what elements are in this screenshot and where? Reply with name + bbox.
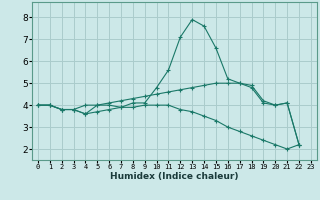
X-axis label: Humidex (Indice chaleur): Humidex (Indice chaleur) [110, 172, 239, 181]
